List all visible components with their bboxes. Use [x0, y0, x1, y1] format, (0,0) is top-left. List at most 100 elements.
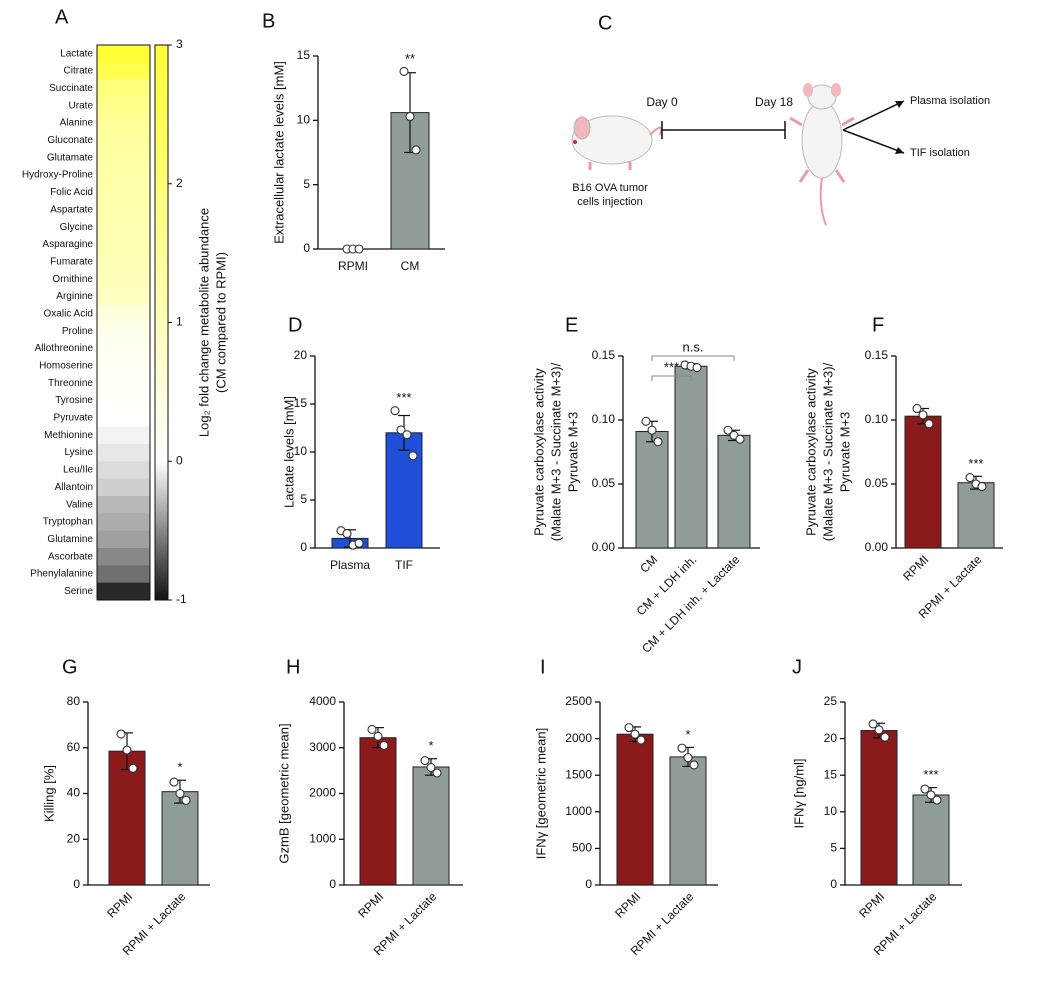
row-label: Arginine [56, 291, 93, 302]
bar [385, 432, 423, 549]
row-label: Tyrosine [55, 395, 93, 406]
row-label: Ornithine [52, 274, 93, 285]
data-point [396, 425, 406, 435]
data-point [647, 425, 657, 435]
data-point [426, 762, 436, 772]
bar [108, 750, 146, 886]
significance: * [685, 727, 690, 742]
row-label: Allothreonine [35, 343, 94, 354]
data-point [624, 723, 634, 733]
colorbar-tick-label: 3 [176, 37, 183, 51]
heatmap-cell [97, 443, 150, 462]
data-point [116, 729, 126, 739]
bar [904, 415, 942, 549]
y-tick-label: 0.15 [592, 348, 616, 362]
colorbar-label: (CM compared to RPMI) [213, 252, 228, 393]
y-tick-label: 4000 [309, 694, 336, 708]
panel-letter: C [598, 12, 612, 34]
significance: ** [405, 51, 415, 66]
y-tick-label: 10 [297, 113, 311, 127]
y-tick-label: 0 [830, 877, 837, 891]
y-tick-label: 25 [824, 694, 838, 708]
row-label: Gluconate [47, 135, 93, 146]
heatmap-cell [97, 287, 150, 306]
heatmap-cell [97, 565, 150, 584]
row-label: Threonine [48, 378, 93, 389]
y-tick-label: 0 [303, 241, 310, 255]
y-axis-label: Lactate levels [mM] [281, 396, 296, 508]
arrow-head [895, 101, 904, 108]
injection-label: B16 OVA tumor [572, 182, 648, 194]
row-label: Glycine [60, 222, 94, 233]
bar [860, 730, 898, 886]
row-label: Phenylalanine [30, 569, 93, 580]
heatmap-cell [97, 183, 150, 202]
bar [669, 756, 707, 886]
heatmap-cell [97, 131, 150, 150]
heatmap-cell [97, 305, 150, 323]
bar-panel: E 0.00 0.05 0.10 0.15 Pyruvate carboxylase ac… [531, 314, 760, 656]
bar [717, 434, 751, 549]
data-point [432, 768, 442, 778]
heatmap-cell [97, 114, 150, 133]
row-label: Pyruvate [54, 413, 94, 424]
y-tick-label: 40 [67, 786, 81, 800]
data-point [689, 760, 699, 770]
data-point [181, 795, 191, 805]
data-point [874, 725, 884, 735]
bar [912, 794, 950, 886]
injection-label: cells injection [577, 196, 642, 208]
bar-panel: B 0 5 10 15 Extracellular lactate levels [mM]… [262, 10, 445, 273]
output-label: TIF isolation [910, 147, 970, 159]
data-point [399, 66, 409, 76]
y-axis-label: Killing [%] [41, 765, 56, 822]
y-axis-label: Pyruvate carboxylase activity [803, 368, 818, 536]
y-tick-label: 1500 [565, 767, 592, 781]
heatmap-cell [97, 357, 150, 376]
heatmap-cell [97, 530, 150, 549]
y-tick-label: 1000 [309, 831, 336, 845]
significance: *** [923, 767, 938, 782]
y-tick-label: 0 [329, 877, 336, 891]
colorbar-label: Log₂ fold change metabolite abundance [196, 208, 211, 437]
data-point [920, 784, 930, 794]
row-label: Leu/Ile [63, 465, 93, 476]
data-point [354, 538, 364, 548]
row-label: Glutamate [47, 152, 94, 163]
data-point [367, 724, 377, 735]
colorbar-tick-label: 2 [176, 176, 183, 190]
y-tick-label: 20 [294, 348, 308, 362]
y-tick-label: 0.10 [592, 412, 616, 426]
data-point [636, 735, 646, 745]
data-point [723, 425, 733, 435]
data-point [926, 790, 936, 800]
heatmap-cell [97, 149, 150, 167]
colorbar-tick-label: -1 [176, 592, 187, 606]
bracket [651, 355, 735, 361]
bar [359, 737, 397, 886]
data-point [405, 111, 415, 122]
day-label: Day 18 [755, 95, 793, 109]
y-tick-label: 0.15 [865, 348, 889, 362]
row-label: Oxalic Acid [44, 308, 93, 319]
data-point [379, 740, 389, 751]
row-label: Ascorbate [48, 551, 93, 562]
panel-letter: I [540, 656, 546, 678]
y-tick-label: 0 [300, 540, 307, 554]
y-tick-label: 5 [300, 492, 307, 506]
arrow [842, 129, 905, 154]
panel-letter: A [55, 6, 69, 28]
y-tick-label: 15 [824, 767, 838, 781]
y-axis-label: Extracellular lactate levels [mM] [271, 61, 286, 244]
diagram: C Day 0 Day 18 B16 OVA tumor cells injec… [571, 12, 990, 226]
x-tick-label: RPMI [612, 889, 643, 920]
heatmap-cell [97, 235, 150, 254]
row-label: Lactate [60, 48, 93, 59]
y-tick-label: 0.00 [592, 540, 616, 554]
y-tick-label: 1000 [565, 804, 592, 818]
panel-letter: J [792, 656, 802, 678]
data-point [342, 529, 352, 539]
data-point [420, 756, 430, 766]
y-tick-label: 0.05 [592, 476, 616, 490]
